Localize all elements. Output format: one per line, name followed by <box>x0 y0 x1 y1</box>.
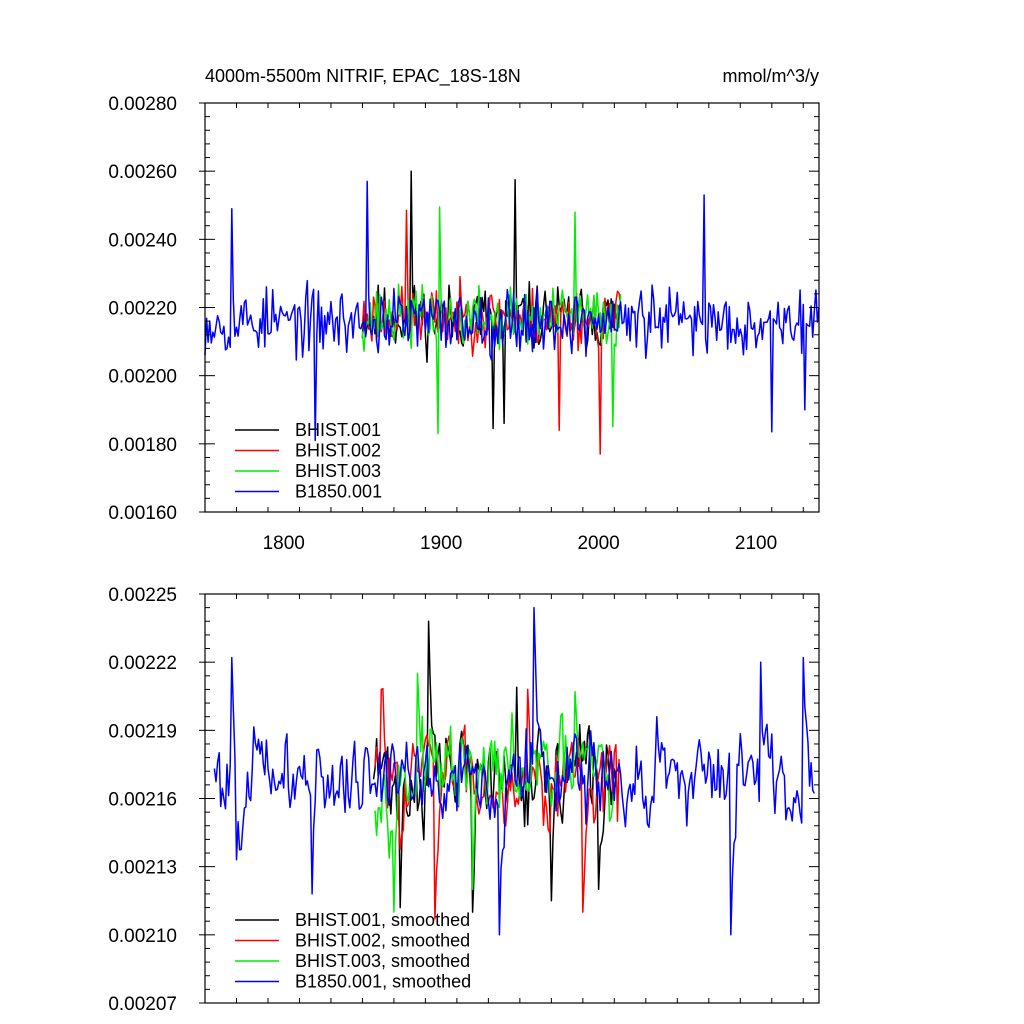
series-line-2 <box>361 209 622 455</box>
y-tick-label: 0.00207 <box>108 994 177 1015</box>
x-tick-label: 2000 <box>577 533 619 554</box>
y-tick-label: 0.00260 <box>108 162 177 183</box>
y-tick-label: 0.00160 <box>108 503 177 524</box>
top-chart-units: mmol/m^3/y <box>723 66 819 86</box>
top-chart-title: 4000m-5500m NITRIF, EPAC_18S-18N <box>205 66 521 87</box>
top-ticks: 0.00160 0.00180 0.00200 0.00220 0.00240 0.002… <box>108 94 819 554</box>
legend-label: BHIST.003 <box>295 461 381 481</box>
top-series-layer <box>204 170 820 455</box>
y-tick-label: 0.00216 <box>108 790 177 811</box>
y-tick-label: 0.00219 <box>108 721 177 742</box>
legend-label: B1850.001 <box>295 482 382 502</box>
y-tick-label: 0.00240 <box>108 230 177 251</box>
bottom-series-layer <box>213 606 815 936</box>
legend-label: BHIST.002 <box>295 441 381 461</box>
y-tick-label: 0.00200 <box>108 367 177 388</box>
bottom-panel: 0.00207 0.00210 0.00213 0.00216 0.00219 0.002… <box>108 585 820 1015</box>
y-tick-label: 0.00210 <box>108 926 177 947</box>
legend-label: B1850.001, smoothed <box>295 972 471 992</box>
series-line-4 <box>204 180 820 442</box>
y-tick-label: 0.00225 <box>108 585 177 606</box>
x-tick-label: 2100 <box>735 533 777 554</box>
legend-label: BHIST.001, smoothed <box>295 910 470 930</box>
series-line-1 <box>372 620 617 913</box>
series-line-4 <box>213 606 815 936</box>
x-tick-label: 1900 <box>420 533 462 554</box>
legend-label: BHIST.003, smoothed <box>295 951 470 971</box>
y-tick-label: 0.00213 <box>108 858 177 879</box>
bottom-ticks: 0.00207 0.00210 0.00213 0.00216 0.00219 0.002… <box>108 585 819 1015</box>
legend-label: BHIST.001 <box>295 420 381 440</box>
x-tick-label: 1800 <box>263 533 305 554</box>
y-tick-label: 0.00220 <box>108 299 177 320</box>
y-tick-label: 0.00180 <box>108 435 177 456</box>
y-tick-label: 0.00222 <box>108 653 177 674</box>
top-panel: 0.00160 0.00180 0.00200 0.00220 0.00240 0.002… <box>108 66 820 554</box>
legend-label: BHIST.002, smoothed <box>295 931 470 951</box>
y-tick-label: 0.00280 <box>108 94 177 115</box>
